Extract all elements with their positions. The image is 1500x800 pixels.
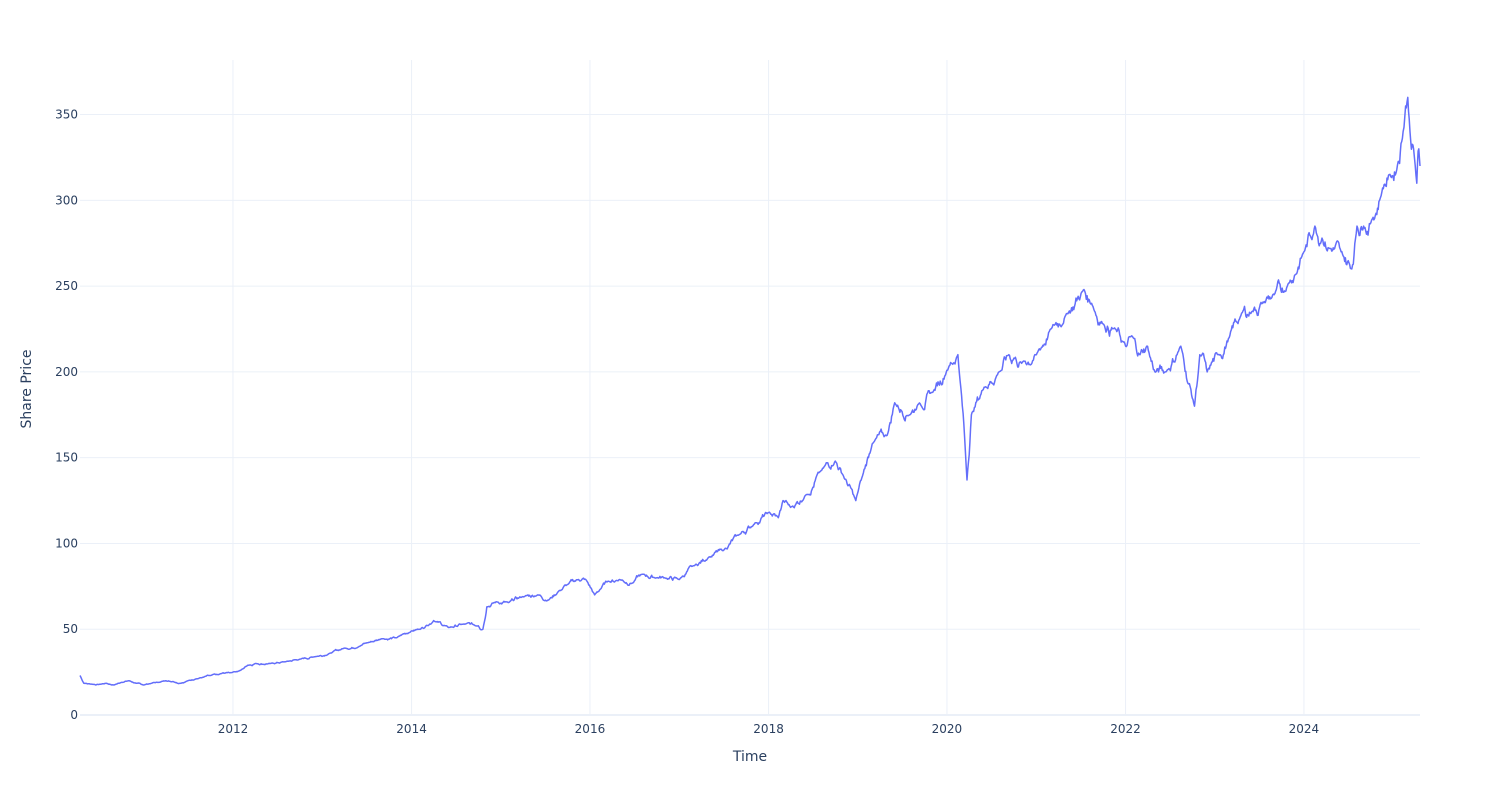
x-tick-label: 2024 <box>1289 722 1320 736</box>
y-axis-title: Share Price <box>19 349 35 428</box>
y-tick-label: 200 <box>55 365 78 379</box>
x-axis-ticks: 2012 2014 2016 2018 2020 2022 2024 <box>218 722 1320 736</box>
y-tick-label: 150 <box>55 451 78 465</box>
x-tick-label: 2014 <box>396 722 427 736</box>
y-tick-label: 50 <box>63 622 78 636</box>
x-tick-label: 2012 <box>218 722 249 736</box>
x-tick-label: 2016 <box>575 722 606 736</box>
y-tick-label: 100 <box>55 536 78 550</box>
y-tick-label: 250 <box>55 279 78 293</box>
y-tick-label: 0 <box>70 708 78 722</box>
x-tick-label: 2020 <box>932 722 963 736</box>
y-tick-label: 300 <box>55 193 78 207</box>
y-tick-label: 350 <box>55 108 78 122</box>
x-tick-label: 2022 <box>1110 722 1141 736</box>
x-axis-title: Time <box>732 749 767 765</box>
y-axis-ticks: 0 50 100 150 200 250 300 350 <box>55 108 78 722</box>
price-series-line <box>79 96 1421 686</box>
gridlines <box>80 60 1420 716</box>
x-tick-label: 2018 <box>753 722 784 736</box>
